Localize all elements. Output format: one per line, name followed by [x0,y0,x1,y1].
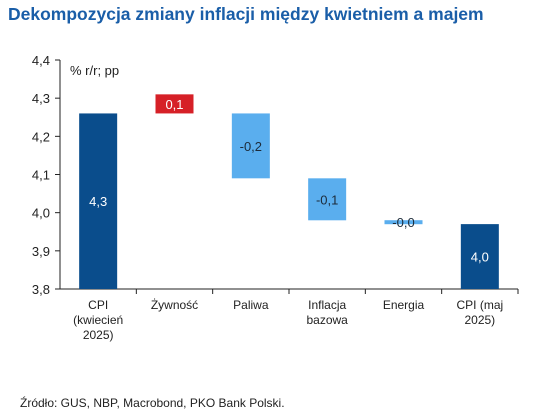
y-ticks: 3,8 3,9 4,0 4,1 4,2 4,3 4,4 [32,53,60,297]
category-label: Żywność [151,298,198,312]
category-label: Inflacja bazowa [306,298,348,327]
bar-value-label: 0,1 [165,97,183,112]
bar-value-label: 4,0 [471,250,489,265]
category-labels: CPI (kwiecień 2025) Żywność Paliwa Inflacja ba… [73,298,503,342]
bar-total [460,224,499,289]
bars [79,94,499,289]
y-tick-label: 3,8 [32,282,50,297]
category-label: Paliwa [233,298,269,312]
y-tick-label: 3,9 [32,244,50,259]
data-labels: 4,3 0,1 -0,2 -0,1 -0,0 4,0 [89,97,489,265]
chart-title: Dekompozycja zmiany inflacji między kwie… [8,4,484,24]
bar-decrease [231,113,270,179]
x-ticks [135,289,519,294]
category-label: Energia [383,298,425,312]
bar-decrease [308,178,347,221]
bar-value-label: -0,2 [240,139,262,154]
y-unit-label: % r/r; pp [70,63,119,78]
category-label: CPI (maj 2025) [456,298,503,327]
category-label: CPI (kwiecień 2025) [73,298,123,342]
bar-total [79,113,118,289]
bar-increase [155,94,194,114]
y-tick-label: 4,4 [32,53,50,68]
y-tick-label: 4,0 [32,206,50,221]
y-tick-label: 4,2 [32,129,50,144]
y-tick-label: 4,3 [32,91,50,106]
bar-value-label: -0,0 [392,215,414,230]
y-tick-label: 4,1 [32,168,50,183]
source-note: Źródło: GUS, NBP, Macrobond, PKO Bank Po… [20,396,285,410]
bar-decrease [384,220,423,225]
bar-value-label: 4,3 [89,194,107,209]
bar-value-label: -0,1 [316,192,338,207]
